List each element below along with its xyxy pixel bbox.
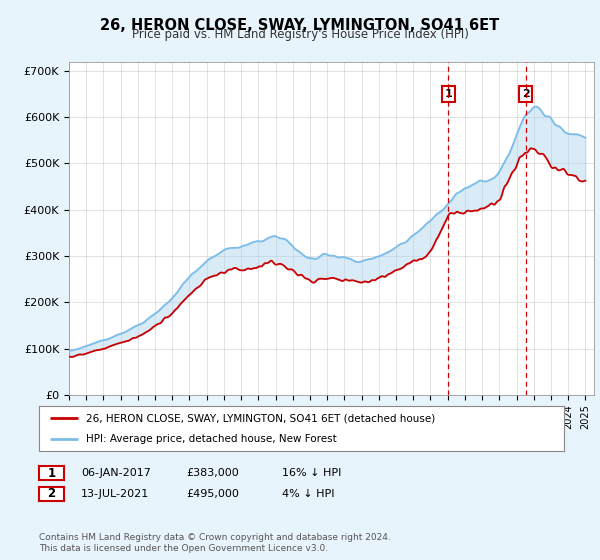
Text: 1: 1 [445, 89, 452, 99]
Text: 4% ↓ HPI: 4% ↓ HPI [282, 489, 335, 499]
Text: 26, HERON CLOSE, SWAY, LYMINGTON, SO41 6ET (detached house): 26, HERON CLOSE, SWAY, LYMINGTON, SO41 6… [86, 413, 436, 423]
Text: 1: 1 [47, 466, 56, 480]
Text: 26, HERON CLOSE, SWAY, LYMINGTON, SO41 6ET: 26, HERON CLOSE, SWAY, LYMINGTON, SO41 6… [100, 18, 500, 32]
Text: 06-JAN-2017: 06-JAN-2017 [81, 468, 151, 478]
Text: HPI: Average price, detached house, New Forest: HPI: Average price, detached house, New … [86, 433, 337, 444]
Text: £383,000: £383,000 [186, 468, 239, 478]
Text: £495,000: £495,000 [186, 489, 239, 499]
Text: 16% ↓ HPI: 16% ↓ HPI [282, 468, 341, 478]
Text: 13-JUL-2021: 13-JUL-2021 [81, 489, 149, 499]
Text: Contains HM Land Registry data © Crown copyright and database right 2024.
This d: Contains HM Land Registry data © Crown c… [39, 533, 391, 553]
Text: 2: 2 [522, 89, 530, 99]
Text: 2: 2 [47, 487, 56, 501]
Text: Price paid vs. HM Land Registry's House Price Index (HPI): Price paid vs. HM Land Registry's House … [131, 28, 469, 41]
